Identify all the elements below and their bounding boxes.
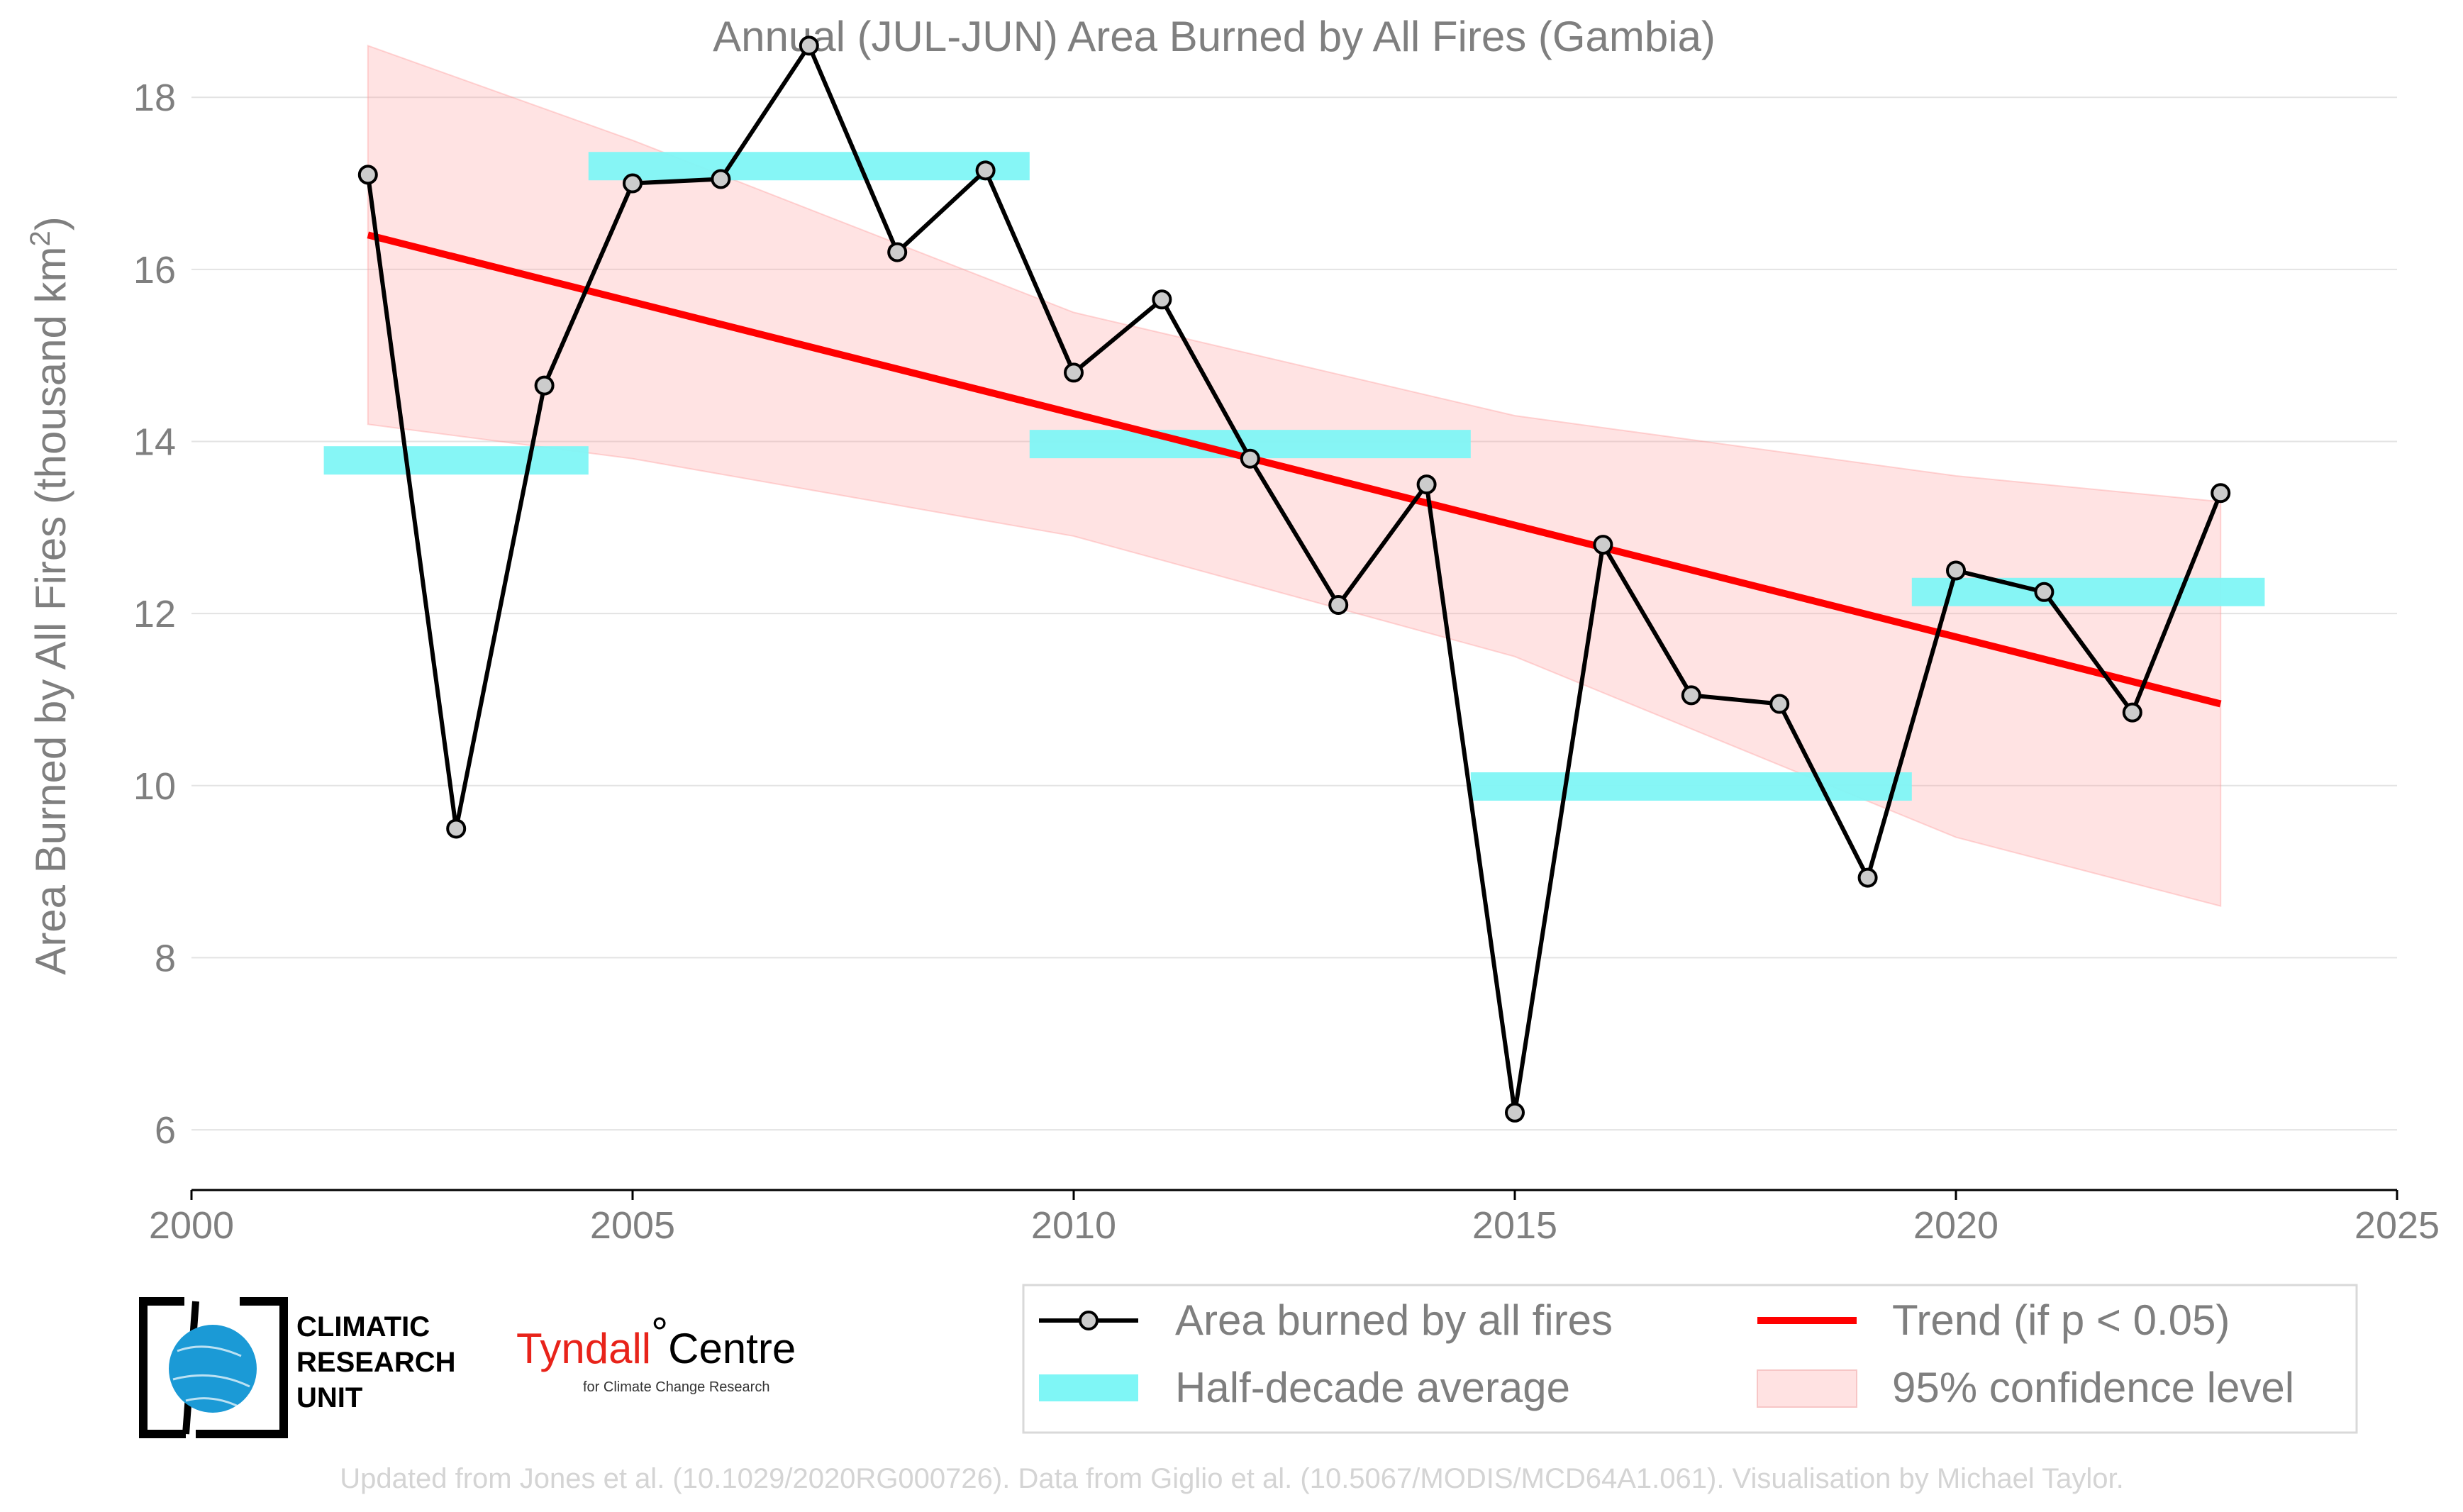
data-point	[2122, 702, 2142, 723]
legend-label-half-decade: Half-decade average	[1175, 1364, 1570, 1411]
tyndall-logo-name: Tyndall	[516, 1325, 651, 1372]
trend-line-segment	[367, 231, 2222, 708]
cru-logo-line1: CLIMATIC	[296, 1311, 430, 1343]
y-tick-label: 6	[155, 1109, 176, 1152]
y-tick-label: 14	[133, 421, 176, 463]
confidence-band-area	[367, 44, 2222, 907]
data-point	[1857, 867, 1878, 888]
y-axis-label-close: )	[27, 216, 74, 230]
legend-label-trend: Trend (if p < 0.05)	[1892, 1296, 2230, 1344]
data-point	[2034, 582, 2055, 602]
legend-swatch-marker	[1079, 1311, 1099, 1330]
globe-icon-lines	[172, 1345, 250, 1409]
cru-logo-bracket-left	[139, 1297, 186, 1438]
y-tick-label: 8	[155, 937, 176, 979]
chart-title: Annual (JUL-JUN) Area Burned by All Fire…	[713, 13, 1716, 60]
tyndall-logo-degree: °	[651, 1309, 668, 1357]
x-tick-label: 2010	[1031, 1204, 1116, 1247]
x-tick-label: 2000	[149, 1204, 234, 1247]
data-point	[1328, 595, 1349, 615]
tyndall-logo-centre: Centre	[668, 1325, 796, 1372]
data-point	[623, 173, 643, 194]
data-point	[1681, 685, 1701, 706]
data-point	[711, 169, 731, 189]
legend-label-series: Area burned by all fires	[1175, 1296, 1613, 1344]
half-decade-bar	[1911, 577, 2265, 606]
footnote: Updated from Jones et al. (10.1029/2020R…	[340, 1463, 2123, 1494]
cru-logo-line2: RESEARCH	[296, 1347, 455, 1378]
legend-label-confidence: 95% confidence level	[1892, 1364, 2294, 1411]
legend-swatch-confidence	[1757, 1369, 1857, 1408]
data-point	[446, 818, 467, 839]
confidence-band	[367, 44, 2222, 907]
cru-logo-bracket-right	[196, 1297, 288, 1438]
cru-logo-line3: UNIT	[296, 1382, 362, 1413]
data-point	[1946, 560, 1966, 581]
tyndall-logo-wordmark: Tyndall°Centre	[516, 1309, 796, 1372]
x-axis-ticks: 2000 2005 2010 2015 2020 2025	[149, 1190, 2440, 1247]
data-point	[1240, 448, 1260, 469]
y-tick-label: 16	[133, 249, 176, 291]
data-point	[1593, 535, 1613, 555]
x-tick-label: 2005	[590, 1204, 675, 1247]
data-point	[2211, 483, 2231, 504]
half-decade-bar	[323, 446, 589, 475]
y-tick-label: 12	[133, 593, 176, 635]
tyndall-logo-subtitle: for Climate Change Research	[583, 1379, 769, 1395]
y-axis-label-superscript: 2	[25, 230, 56, 246]
x-tick-label: 2020	[1913, 1204, 1998, 1247]
data-point	[357, 165, 378, 185]
legend-frame	[1022, 1284, 2358, 1434]
y-axis-ticks: 6 8 10 12 14 16 18	[133, 77, 176, 1152]
trend-line	[367, 231, 2222, 708]
data-point	[887, 242, 908, 262]
y-axis-label-main: Area Burned by All Fires (thousand km	[27, 247, 74, 975]
data-point	[1769, 694, 1790, 714]
y-tick-label: 10	[133, 765, 176, 808]
data-point	[534, 375, 555, 396]
data-point	[1505, 1102, 1525, 1123]
half-decade-bar	[1470, 772, 1912, 801]
data-point	[799, 35, 819, 56]
x-tick-label: 2015	[1472, 1204, 1557, 1247]
y-axis-label: Area Burned by All Fires (thousand km2)	[25, 216, 74, 974]
data-point	[1152, 289, 1172, 310]
x-tick-label: 2025	[2354, 1204, 2440, 1247]
series-line	[365, 43, 2223, 1115]
half-decade-bars	[323, 152, 2265, 801]
data-point	[1064, 362, 1084, 383]
legend: Area burned by all fires Half-decade ave…	[1022, 1284, 2358, 1434]
data-point	[1416, 474, 1437, 495]
legend-swatch-half-decade	[1039, 1374, 1138, 1401]
data-series	[357, 35, 2231, 1123]
cru-logo: CLIMATIC RESEARCH UNIT	[139, 1297, 455, 1438]
half-decade-bar	[588, 152, 1030, 181]
tyndall-logo: Tyndall°Centre for Climate Change Resear…	[516, 1309, 796, 1395]
data-point	[975, 160, 996, 181]
y-tick-label: 18	[133, 77, 176, 119]
